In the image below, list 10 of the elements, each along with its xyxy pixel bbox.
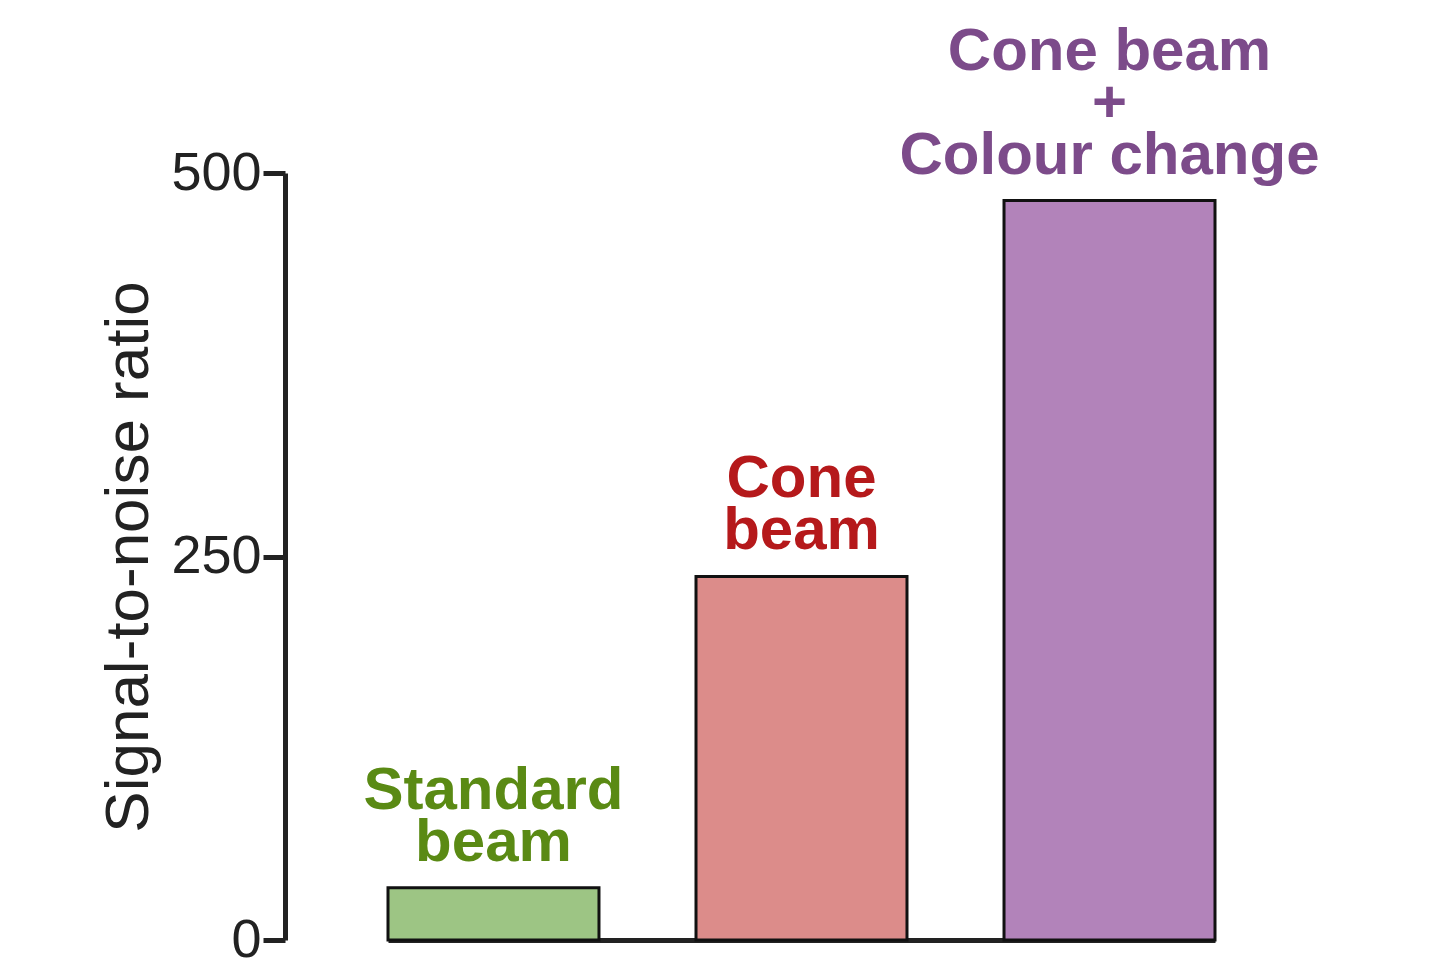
- bar: [386, 886, 601, 942]
- y-tick-label: 250: [171, 524, 262, 584]
- x-tick-label: Cone beam + Colour change: [899, 15, 1320, 187]
- x-tick-label: Standard beam: [363, 754, 624, 874]
- x-tick-label: Cone beam: [723, 443, 880, 563]
- y-tick-label: 0: [231, 907, 262, 968]
- y-tick-label: 500: [171, 140, 262, 201]
- bar: [694, 574, 909, 942]
- y-axis-title: Signal-to-noise ratio: [92, 281, 162, 833]
- bar: [1002, 199, 1217, 942]
